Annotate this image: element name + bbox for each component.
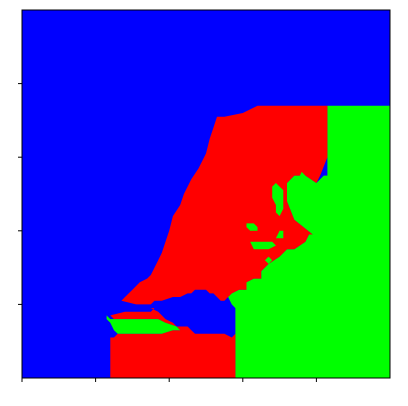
green-strip	[106, 315, 181, 334]
x-axis	[21, 378, 317, 382]
green-patch-6	[275, 230, 284, 239]
green-patch-3	[246, 223, 258, 231]
y-axis	[18, 83, 22, 305]
green-patch-4	[338, 168, 343, 180]
green-patch-5	[298, 171, 306, 183]
plot-area	[22, 10, 390, 378]
green-patch-2	[250, 241, 276, 250]
red-region	[110, 105, 328, 378]
plot-frame	[21, 9, 391, 379]
green-patch-7	[264, 256, 273, 264]
green-patch-1	[272, 183, 284, 217]
green-region	[228, 102, 390, 378]
